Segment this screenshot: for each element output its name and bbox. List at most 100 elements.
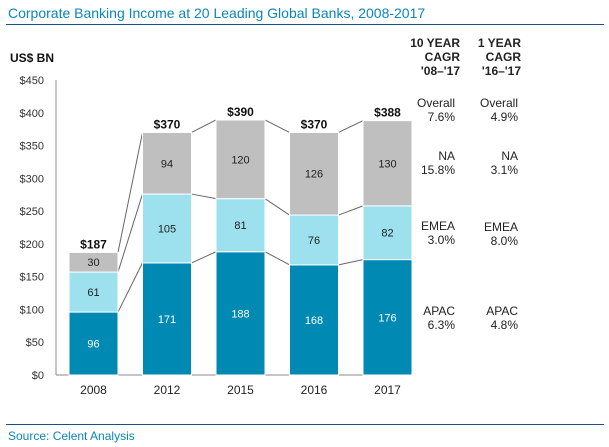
cagr-label: APAC (486, 304, 518, 318)
cagr-value: 4.9% (490, 110, 518, 124)
bar-segment-na (142, 131, 192, 195)
bar-segment-na (289, 131, 339, 216)
cagr-1y-header: 1 YEAR CAGR '16–'17 (470, 36, 521, 78)
data-label: 130 (378, 158, 396, 170)
bar-segment-apac (289, 264, 339, 376)
cagr-value: 6.3% (427, 318, 455, 332)
data-label: 126 (305, 169, 323, 181)
cagr-label: EMEA (420, 219, 455, 233)
cagr-label: Overall (479, 96, 518, 110)
bar-segment-emea (215, 198, 266, 253)
cagr-value: 8.0% (490, 234, 518, 248)
bar-segment-na (362, 120, 413, 207)
x-tick-label: 2012 (154, 383, 181, 397)
data-label: 76 (308, 235, 320, 247)
connector-line (264, 119, 290, 133)
y-axis-label: US$ BN (10, 51, 54, 65)
total-label: $187 (80, 237, 107, 251)
cagr-1y-overall: Overall 4.9% (470, 96, 518, 124)
data-label: 188 (231, 308, 249, 320)
bar-segment-na (215, 119, 266, 200)
connector-line (191, 251, 217, 264)
data-label: 30 (87, 257, 99, 269)
cagr-10y-na: NA 15.8% (410, 149, 455, 177)
cagr-10y-emea: EMEA 3.0% (410, 219, 455, 247)
data-label: 94 (161, 158, 173, 170)
x-tick-label: 2016 (301, 383, 328, 397)
cagr-label: NA (438, 149, 455, 163)
cagr-1y-header-line: '16–'17 (481, 64, 521, 78)
data-label: 171 (158, 314, 176, 326)
cagr-label: NA (501, 149, 518, 163)
cagr-label: APAC (423, 304, 455, 318)
cagr-value: 15.8% (420, 163, 455, 177)
bar-segment-emea (68, 271, 119, 313)
cagr-label: EMEA (483, 220, 518, 234)
y-tick-label: $100 (20, 304, 44, 316)
source-note: Source: Celent Analysis (8, 429, 135, 443)
y-tick-label: $200 (20, 239, 44, 251)
bar-segment-apac (362, 259, 413, 376)
data-label: 82 (381, 228, 393, 240)
connector-line (191, 193, 217, 200)
cagr-1y-header-line: 1 YEAR (477, 36, 521, 50)
cagr-10y-header-line: CAGR (424, 50, 460, 64)
cagr-10y-header-line: 10 YEAR (410, 36, 460, 50)
y-tick-label: $50 (26, 337, 44, 349)
cagr-10y-header: 10 YEAR CAGR '08–'17 (410, 36, 460, 78)
y-tick-label: $150 (20, 272, 44, 284)
total-label: $388 (374, 106, 401, 120)
connector-line (338, 205, 364, 216)
bar-segment-emea (362, 205, 413, 261)
connector-line (117, 132, 143, 253)
cagr-1y-emea: EMEA 8.0% (470, 220, 518, 248)
x-tick-label: 2015 (227, 383, 254, 397)
source-divider (6, 424, 604, 425)
cagr-1y-apac: APAC 4.8% (470, 304, 518, 332)
data-label: 176 (378, 312, 396, 324)
connector-line (338, 120, 364, 133)
y-tick-label: $450 (20, 75, 44, 87)
y-tick-label: $250 (20, 206, 44, 218)
connector-line (191, 119, 217, 133)
cagr-label: Overall (416, 96, 455, 110)
y-tick-label: $0 (32, 370, 44, 382)
x-tick-label: 2008 (80, 383, 107, 397)
total-label: $370 (301, 117, 328, 131)
cagr-1y-na: NA 3.1% (470, 149, 518, 177)
y-tick-label: $400 (20, 108, 44, 120)
cagr-10y-header-line: '08–'17 (420, 64, 460, 78)
bar-segment-apac (215, 251, 266, 376)
data-label: 96 (87, 339, 99, 351)
title-divider (6, 24, 604, 25)
chart-title: Corporate Banking Income at 20 Leading G… (8, 5, 426, 21)
bar-segment-emea (289, 214, 339, 266)
data-label: 120 (231, 154, 249, 166)
connector-line (338, 259, 364, 266)
connector-line (264, 198, 290, 216)
cagr-10y-apac: APAC 6.3% (410, 304, 455, 332)
bar-segment-apac (142, 262, 192, 376)
total-label: $390 (227, 105, 254, 119)
cagr-value: 7.6% (427, 110, 455, 124)
bar-segment-apac (68, 311, 119, 376)
total-label: $370 (154, 117, 181, 131)
connector-line (117, 193, 143, 273)
cagr-value: 3.1% (490, 163, 518, 177)
y-tick-label: $300 (20, 173, 44, 185)
data-label: 105 (158, 223, 176, 235)
x-tick-label: 2017 (374, 383, 401, 397)
cagr-value: 3.0% (427, 233, 455, 247)
connector-line (264, 251, 290, 266)
data-label: 81 (234, 220, 246, 232)
cagr-1y-header-line: CAGR (485, 50, 521, 64)
connector-line (117, 262, 143, 313)
data-label: 168 (305, 315, 323, 327)
cagr-10y-overall: Overall 7.6% (410, 96, 455, 124)
bar-segment-na (68, 251, 119, 273)
cagr-value: 4.8% (490, 318, 518, 332)
y-tick-label: $350 (20, 141, 44, 153)
data-label: 61 (87, 287, 99, 299)
